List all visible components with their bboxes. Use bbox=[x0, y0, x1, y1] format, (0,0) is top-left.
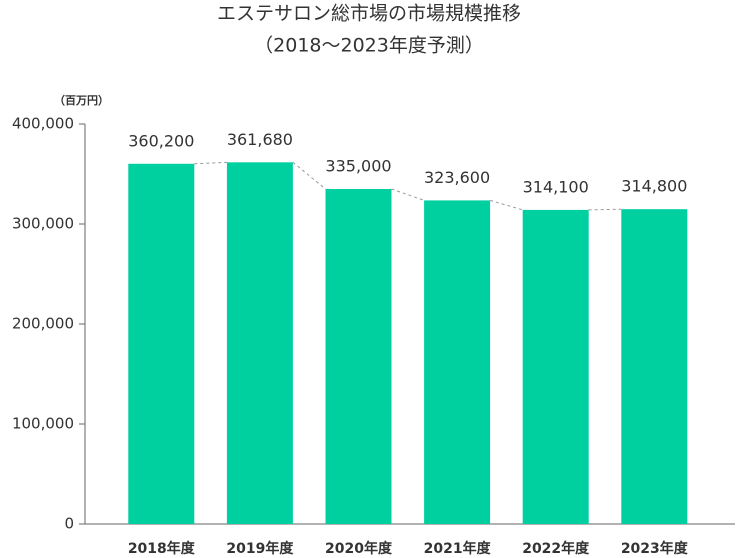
value-label: 361,680 bbox=[227, 130, 293, 149]
chart-subtitle: （2018～2023年度予測） bbox=[254, 35, 484, 57]
x-tick-label: 2021年度 bbox=[424, 540, 492, 557]
y-tick-label: 300,000 bbox=[12, 215, 74, 233]
value-label: 360,200 bbox=[128, 131, 194, 150]
bar bbox=[325, 189, 392, 524]
y-tick-label: 100,000 bbox=[12, 415, 74, 433]
x-tick-label: 2020年度 bbox=[325, 540, 393, 557]
chart-title: エステサロン総市場の市場規模推移 bbox=[217, 3, 521, 25]
x-tick-label: 2023年度 bbox=[621, 540, 689, 557]
bar bbox=[128, 163, 195, 525]
value-label: 314,800 bbox=[621, 177, 687, 196]
y-axis-unit: （百万円） bbox=[54, 94, 109, 107]
x-tick-label: 2019年度 bbox=[226, 540, 294, 557]
y-tick-label: 0 bbox=[64, 515, 74, 533]
bar bbox=[424, 200, 491, 524]
value-label: 323,600 bbox=[424, 168, 490, 187]
connector-line bbox=[489, 199, 523, 211]
bar bbox=[522, 209, 589, 524]
y-tick-label: 200,000 bbox=[12, 315, 74, 333]
x-tick-label: 2018年度 bbox=[128, 540, 196, 557]
x-tick-label: 2022年度 bbox=[522, 540, 590, 557]
value-label: 335,000 bbox=[325, 157, 391, 176]
connector-line bbox=[588, 208, 622, 211]
y-tick-label: 400,000 bbox=[12, 115, 74, 133]
bar bbox=[226, 162, 293, 524]
value-label: 314,100 bbox=[523, 177, 589, 196]
bar bbox=[621, 209, 688, 524]
connector-line bbox=[391, 188, 425, 201]
connector-line bbox=[194, 161, 227, 165]
connector-line bbox=[292, 161, 326, 190]
